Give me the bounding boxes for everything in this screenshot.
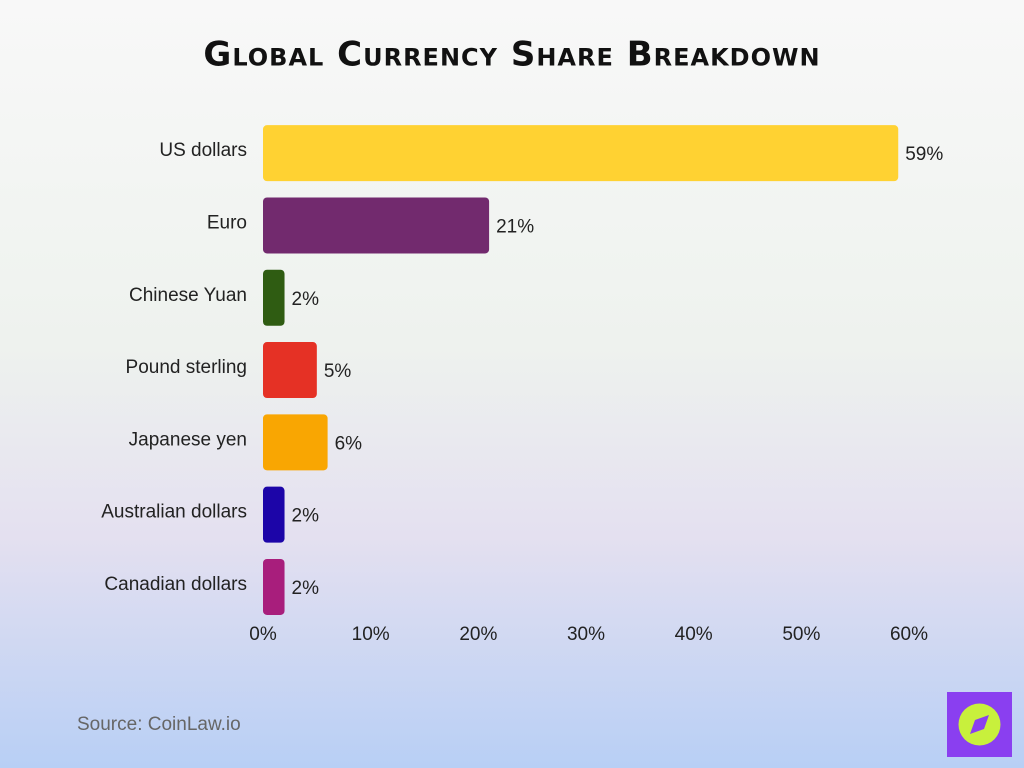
x-tick-label: 20% [459, 624, 497, 645]
x-tick-label: 40% [675, 624, 713, 645]
bar [263, 414, 328, 471]
bar [263, 342, 317, 399]
chart-title: Global Currency Share Breakdown [203, 35, 820, 75]
y-tick-label: Pound sterling [126, 357, 247, 378]
bar [263, 269, 285, 326]
logo [947, 692, 1012, 757]
y-tick-label: Australian dollars [101, 502, 247, 523]
y-tick-label: Euro [207, 212, 247, 233]
value-label: 21% [496, 216, 534, 237]
bar [263, 558, 285, 615]
bar [263, 486, 285, 543]
y-tick-label: Japanese yen [129, 429, 247, 450]
value-label: 2% [292, 506, 320, 527]
source: Source: CoinLaw.io [77, 714, 241, 735]
bar [263, 125, 899, 182]
value-label: 2% [292, 289, 320, 310]
y-tick-label: Chinese Yuan [129, 285, 247, 306]
x-tick-label: 0% [249, 624, 277, 645]
value-label: 2% [292, 578, 320, 599]
value-label: 6% [335, 433, 363, 454]
x-tick-label: 30% [567, 624, 605, 645]
value-label: 59% [905, 144, 943, 165]
y-tick-label: Canadian dollars [104, 574, 247, 595]
x-tick-label: 10% [352, 624, 390, 645]
value-label: 5% [324, 361, 352, 382]
bar [263, 197, 490, 254]
y-tick-label: US dollars [159, 140, 247, 161]
x-tick-label: 50% [782, 624, 820, 645]
x-tick-label: 60% [890, 624, 928, 645]
